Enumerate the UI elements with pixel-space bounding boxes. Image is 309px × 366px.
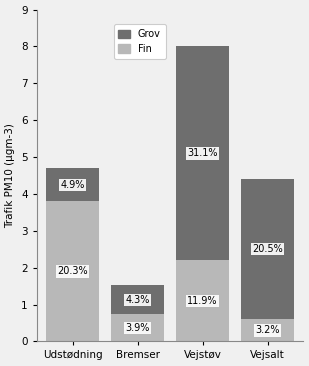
Legend: Grov, Fin: Grov, Fin	[114, 25, 166, 59]
Text: 20.5%: 20.5%	[252, 244, 283, 254]
Bar	[46, 201, 99, 341]
Text: 4.3%: 4.3%	[125, 295, 150, 305]
Text: 20.3%: 20.3%	[57, 266, 88, 276]
Y-axis label: Trafik PM10 (µgm-3): Trafik PM10 (µgm-3)	[6, 123, 15, 228]
Bar	[241, 319, 294, 341]
Text: 31.1%: 31.1%	[187, 148, 218, 158]
Text: 4.9%: 4.9%	[60, 180, 85, 190]
Bar	[111, 285, 164, 314]
Bar	[111, 314, 164, 341]
Bar	[176, 260, 229, 341]
Text: 3.2%: 3.2%	[256, 325, 280, 335]
Bar	[176, 46, 229, 260]
Text: 11.9%: 11.9%	[187, 296, 218, 306]
Bar	[241, 179, 294, 319]
Bar	[46, 168, 99, 201]
Text: 3.9%: 3.9%	[125, 323, 150, 333]
